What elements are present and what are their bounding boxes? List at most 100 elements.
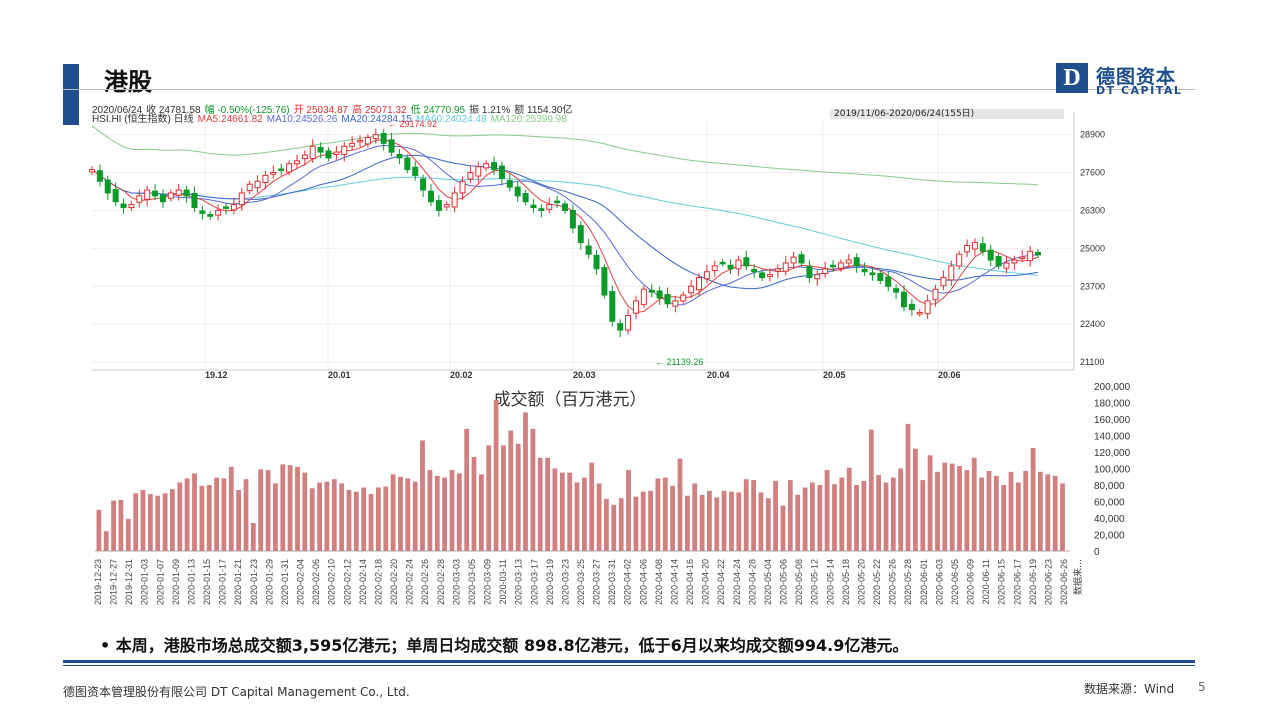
bar-turnover — [361, 487, 367, 551]
bar-x-tick-label: 2020-05-14 — [825, 559, 835, 605]
kline-candle — [412, 166, 419, 176]
kline-candle — [759, 272, 766, 279]
kline-candle — [427, 190, 434, 203]
bar-turnover — [707, 490, 712, 551]
bar-x-tick-label: 2019-12-31 — [124, 559, 134, 605]
kline-date-range[interactable]: 2019/11/06-2020/06/24(155日) — [830, 109, 1064, 119]
bar-turnover — [868, 429, 874, 551]
bar-turnover — [582, 477, 587, 551]
kline-candle — [199, 210, 206, 214]
bar-turnover — [685, 495, 690, 551]
kline-x-tick-label: 20.04 — [707, 370, 730, 380]
bar-x-tick-label: 2020-05-18 — [841, 559, 851, 605]
bar-turnover — [655, 478, 661, 551]
bar-y-tick-label: 0 — [1094, 547, 1100, 558]
kline-header-row1: 2020/06/24 收 24781.58 幅 -0.50%(-125.76) 开 2… — [92, 101, 576, 116]
bar-turnover — [1001, 485, 1007, 551]
bar-turnover — [508, 430, 514, 551]
bar-turnover — [317, 482, 322, 551]
bar-turnover — [736, 492, 742, 551]
bar-turnover — [383, 486, 389, 551]
bar-x-tick-label: 2020-06-09 — [966, 559, 976, 605]
kline-candle — [790, 256, 797, 264]
kline-x-tick-label: 19.12 — [205, 370, 228, 380]
bar-x-tick-label: 2020-05-22 — [872, 559, 882, 605]
bar-turnover — [714, 497, 720, 551]
bar-turnover — [523, 412, 528, 551]
kline-candle — [435, 200, 442, 211]
bar-turnover — [913, 448, 918, 551]
bar-x-tick-label: 2020-03-11 — [498, 559, 508, 604]
bar-turnover — [376, 487, 381, 551]
kline-candle — [396, 153, 403, 159]
bar-x-tick-label: 2020-01-31 — [280, 559, 290, 605]
footer-company: 德图资本管理股份有限公司 DT Capital Management Co., … — [63, 685, 410, 699]
bar-turnover — [743, 479, 749, 551]
bar-x-tick-label: 2020-03-05 — [467, 559, 477, 605]
kline-candle — [956, 253, 963, 267]
kline-candle — [672, 300, 679, 307]
bar-x-tick-label: 2019-12-23 — [93, 559, 103, 605]
bar-turnover — [765, 498, 771, 551]
page-number: 5 — [1198, 680, 1206, 694]
kline-candle — [404, 157, 411, 171]
kline-candle — [451, 192, 458, 208]
kline-candle — [380, 132, 387, 144]
bar-turnover — [206, 485, 212, 551]
kline-x-tick-label: 20.01 — [328, 370, 351, 380]
bar-x-tick-label: 2020-01-21 — [233, 559, 243, 605]
kline-candle — [341, 145, 348, 155]
kline-candle — [995, 256, 1002, 267]
bar-x-tick-label: 2020-03-13 — [514, 559, 524, 605]
kline-candle — [735, 259, 742, 270]
kline-header-item: 额 1154.30亿 — [514, 105, 573, 116]
bar-turnover — [162, 493, 168, 552]
bar-x-tick-label: 2020-06-19 — [1028, 559, 1038, 605]
bar-x-tick-label: 2020-05-26 — [888, 559, 898, 605]
bar-turnover — [802, 487, 808, 551]
kline-candle — [1003, 262, 1010, 269]
bar-turnover — [662, 477, 668, 551]
bar-turnover — [604, 499, 609, 551]
bar-turnover — [670, 485, 675, 551]
bar-turnover — [221, 478, 227, 551]
bar-turnover — [839, 477, 845, 551]
kline-candle — [372, 134, 379, 140]
kline-candle — [104, 179, 111, 194]
bar-turnover — [250, 523, 256, 551]
bar-turnover — [824, 470, 830, 551]
bar-turnover — [596, 483, 602, 551]
kline-candle — [262, 174, 269, 183]
bar-turnover — [192, 473, 197, 551]
bar-turnover — [949, 463, 955, 551]
kline-candle — [617, 323, 624, 331]
kline-ma-line — [91, 169, 1039, 276]
kline-candle — [798, 254, 805, 264]
bar-turnover — [442, 477, 447, 551]
bar-turnover — [390, 474, 396, 551]
kline-candle — [554, 200, 561, 204]
bar-turnover — [1045, 474, 1051, 551]
kline-candle — [1027, 250, 1034, 262]
bar-turnover — [133, 493, 139, 552]
bar-turnover — [692, 483, 698, 551]
bar-y-tick-label: 20,000 — [1094, 531, 1125, 542]
kline-candle — [1019, 256, 1026, 260]
bar-x-tick-label: 2020-05-12 — [810, 559, 820, 605]
kline-candle — [727, 264, 734, 270]
bar-x-tick-label: 2020-01-29 — [264, 559, 274, 605]
bar-turnover — [758, 492, 764, 551]
kline-candle — [467, 172, 474, 180]
bar-turnover — [331, 479, 337, 551]
kline-ma-label: MA10:24526.26 — [266, 114, 338, 125]
kline-header-item: 高 25071.32 — [352, 105, 407, 116]
kline-candle — [333, 151, 340, 155]
kline-candle — [293, 160, 300, 165]
bar-turnover — [964, 470, 970, 551]
kline-candle — [278, 168, 285, 172]
bar-turnover — [927, 455, 933, 551]
bar-turnover — [1052, 475, 1058, 551]
bar-turnover — [633, 496, 639, 551]
bar-turnover — [677, 458, 683, 551]
